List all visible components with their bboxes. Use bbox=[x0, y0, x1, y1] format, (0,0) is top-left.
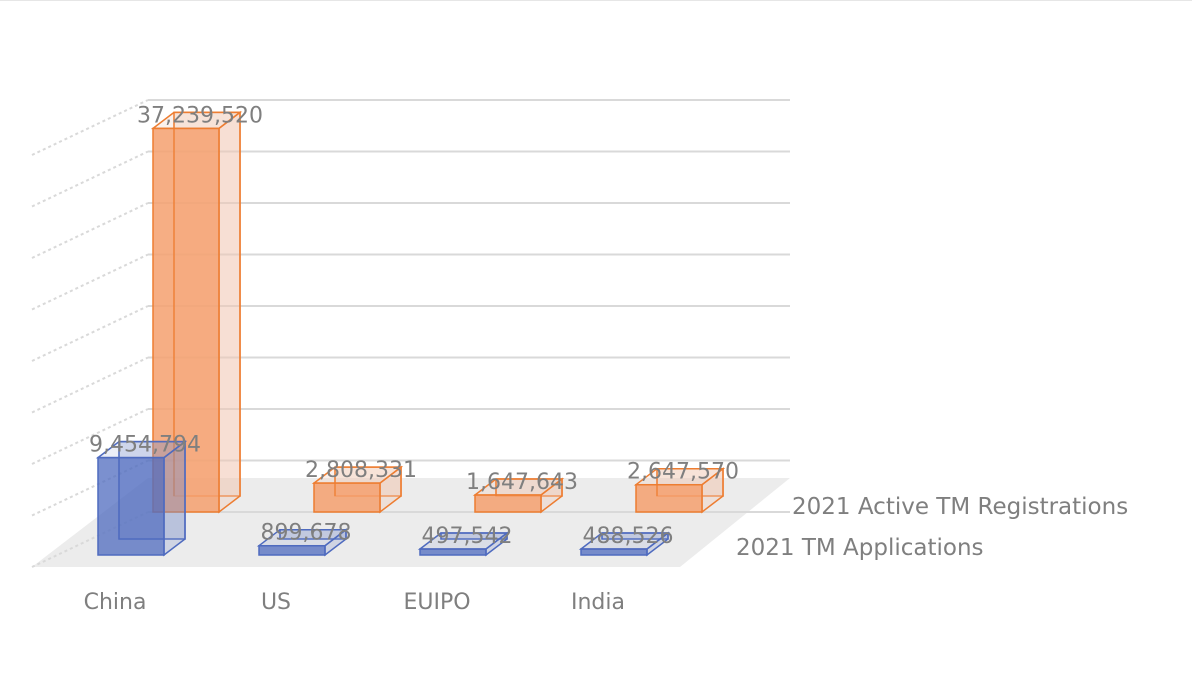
chart-walls bbox=[31, 99, 790, 568]
data-label: 9,454,794 bbox=[89, 433, 201, 458]
bar bbox=[578, 531, 671, 557]
data-label: 488,526 bbox=[583, 524, 674, 549]
series-labels: 2021 TM Applications 2021 Active TM Regis… bbox=[736, 494, 1128, 561]
bar bbox=[472, 477, 565, 514]
bar-side-face bbox=[218, 110, 241, 514]
category-label: EUIPO bbox=[403, 590, 470, 615]
bar bbox=[417, 531, 510, 557]
category-label: US bbox=[261, 590, 291, 615]
bar-front-face bbox=[635, 483, 703, 513]
bar-front-face bbox=[474, 494, 542, 513]
chart-bars bbox=[95, 110, 726, 557]
bar-front-face bbox=[97, 456, 165, 556]
bar bbox=[150, 110, 243, 514]
category-label: India bbox=[571, 590, 625, 615]
bar-front-face bbox=[258, 544, 326, 556]
bar-front-face bbox=[152, 127, 220, 513]
bar-front-face bbox=[313, 482, 381, 513]
series-label: 2021 Active TM Registrations bbox=[792, 494, 1128, 520]
bar bbox=[311, 465, 404, 514]
bar-front-face bbox=[580, 548, 648, 556]
data-label: 1,647,643 bbox=[466, 470, 578, 495]
bar-front-face bbox=[419, 548, 487, 556]
category-labels: China US EUIPO India bbox=[84, 590, 625, 615]
series-label: 2021 TM Applications bbox=[736, 535, 984, 561]
bar-side-face bbox=[163, 440, 186, 557]
data-label: 497,542 bbox=[422, 524, 513, 549]
floor bbox=[32, 478, 790, 567]
data-label: 2,647,570 bbox=[627, 460, 739, 485]
data-label: 2,808,331 bbox=[305, 458, 417, 483]
bar bbox=[633, 467, 726, 514]
category-label: China bbox=[84, 590, 147, 615]
bar bbox=[256, 528, 349, 557]
data-label: 37,239,520 bbox=[137, 103, 263, 128]
bar bbox=[95, 440, 188, 557]
data-label: 899,678 bbox=[261, 521, 352, 546]
data-labels: 37,239,520 2,808,331 1,647,643 2,647,570 9,4… bbox=[89, 103, 739, 549]
